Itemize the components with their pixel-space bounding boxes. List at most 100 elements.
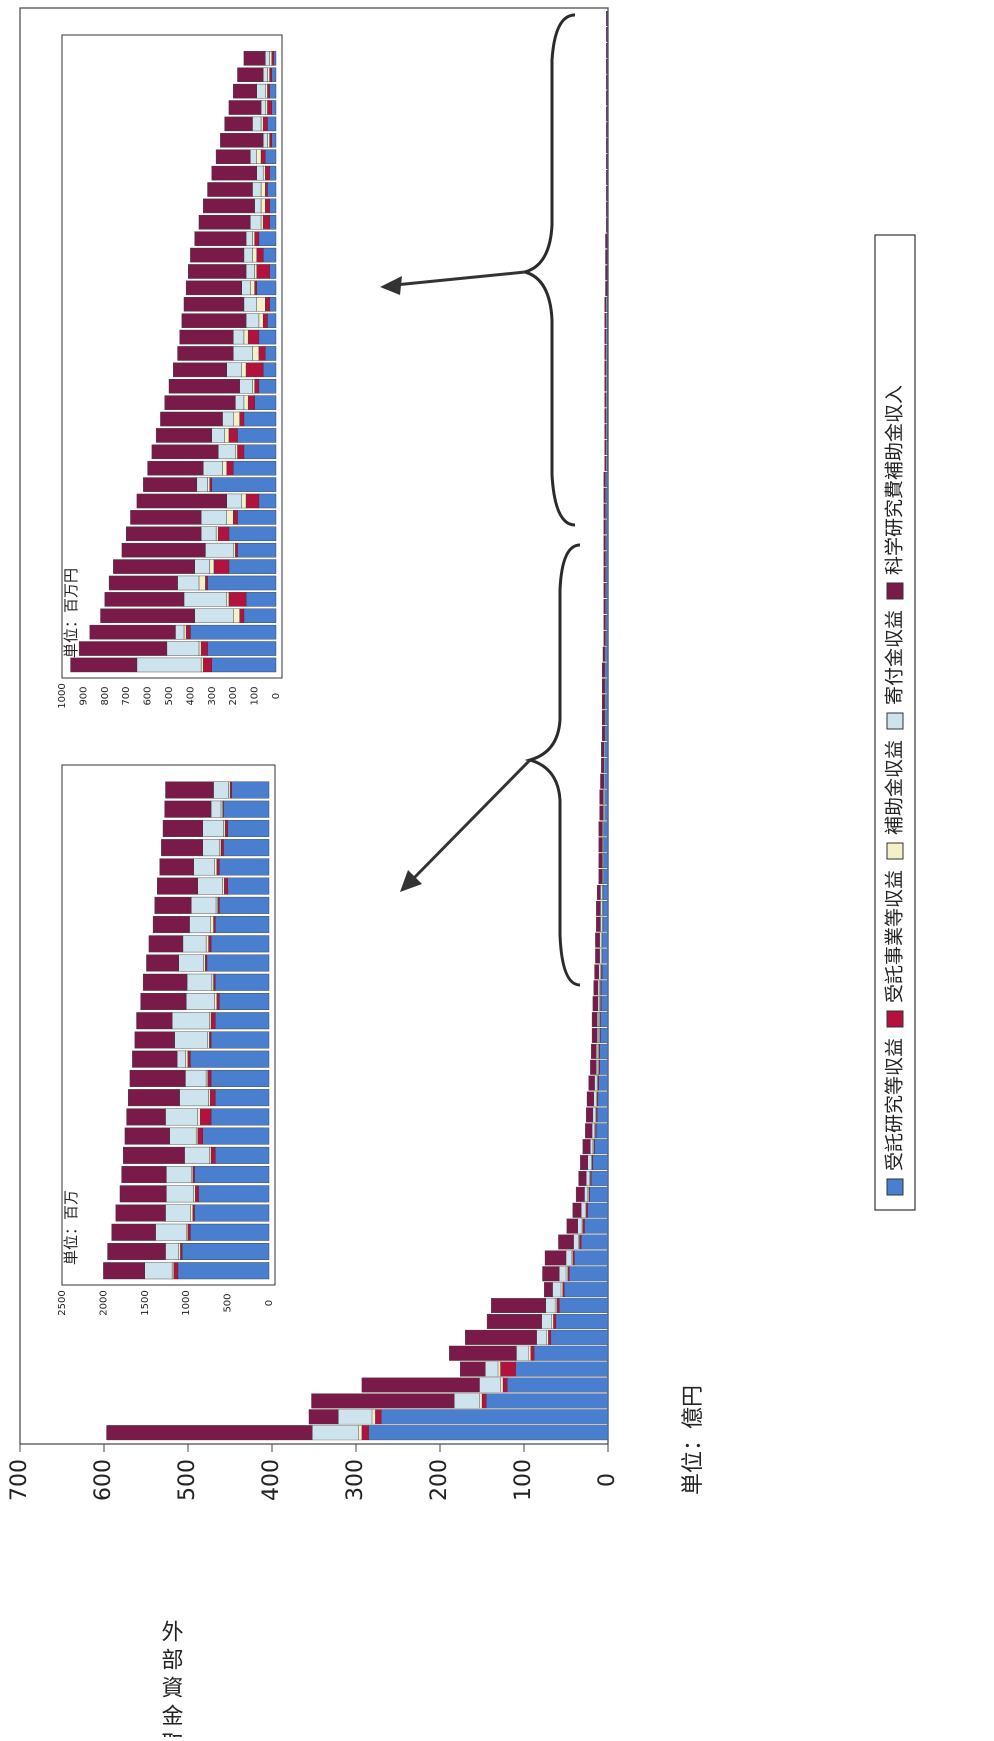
bar-segment [267, 67, 270, 82]
bar-segment [220, 800, 223, 818]
inset-tick-label: 700 [121, 686, 132, 705]
bar-segment [181, 1243, 270, 1260]
bar-segment [552, 1282, 562, 1298]
bar-segment [195, 1185, 199, 1203]
bar-segment [572, 1202, 582, 1218]
bar-segment [140, 993, 187, 1010]
bar-segment [601, 678, 605, 694]
bar-segment [606, 58, 608, 74]
bar-segment [197, 877, 223, 895]
bar-segment [265, 51, 270, 66]
bar-segment [214, 858, 218, 876]
legend-swatch [886, 842, 904, 860]
bar-segment [219, 993, 270, 1010]
bar-segment [100, 608, 195, 624]
bar-segment [606, 170, 608, 185]
bar-segment [358, 1425, 363, 1441]
bar-segment [465, 1329, 537, 1345]
bar-segment [243, 395, 249, 410]
bar-segment [113, 559, 195, 574]
bar-segment [594, 1075, 598, 1091]
bar-segment [219, 858, 270, 876]
inset-unit-label: 単位：百万円 [62, 568, 80, 658]
bar-segment [195, 1127, 198, 1145]
bar-segment [166, 1185, 194, 1203]
bar-segment [599, 948, 602, 964]
bar-segment [603, 487, 606, 503]
bar-segment [211, 973, 214, 991]
bar-segment [202, 839, 220, 857]
bar-segment [214, 973, 270, 991]
bar-segment [262, 133, 268, 148]
bar-segment [550, 1329, 609, 1345]
bar-segment [243, 608, 277, 624]
bar-segment [165, 1108, 198, 1126]
bar-segment [269, 297, 277, 312]
bar-segment [232, 542, 236, 558]
tick-label: 500 [175, 1459, 200, 1501]
bar-segment [121, 1166, 167, 1184]
bar-segment [224, 877, 228, 895]
bar-segment [206, 954, 270, 972]
bar-segment [602, 900, 609, 916]
bar-segment [533, 1345, 609, 1361]
bar-segment [258, 346, 266, 361]
bar-segment [213, 559, 230, 574]
plot-frame [19, 7, 609, 1445]
bar-segment [258, 378, 277, 394]
bar-segment [597, 980, 600, 996]
bar-segment [582, 1139, 591, 1155]
bar-segment [269, 198, 277, 214]
bar-segment [596, 1043, 599, 1059]
bar-segment [600, 1028, 609, 1043]
bar-segment [479, 1377, 501, 1393]
bar-segment [232, 411, 240, 427]
bar-segment [312, 1425, 359, 1441]
bar-segment [190, 896, 217, 914]
bar-segment [586, 1091, 594, 1107]
bar-segment [166, 641, 200, 656]
bar-segment [269, 51, 272, 66]
bar-segment [604, 408, 607, 424]
bar-segment [528, 1345, 531, 1361]
bar-segment [601, 932, 609, 948]
bar-segment [596, 1012, 599, 1028]
bar-segment [124, 1127, 170, 1145]
bar-segment [128, 1089, 180, 1107]
bar-segment [269, 165, 277, 181]
bar-segment [245, 592, 277, 607]
bar-segment [207, 575, 277, 591]
bar-segment [223, 800, 270, 818]
bar-segment [254, 395, 277, 410]
bar-segment [559, 1298, 609, 1314]
bar-segment [596, 916, 601, 932]
bar-segment [119, 1185, 167, 1203]
bar-segment [193, 858, 215, 876]
bar-segment [606, 471, 609, 487]
bar-segment [252, 346, 260, 361]
bar-segment [130, 510, 202, 525]
bar-segment [164, 800, 212, 818]
inset-tick-label: 900 [78, 686, 89, 705]
bar-segment [606, 74, 608, 90]
bar-segment [541, 1314, 552, 1329]
bar-segment [235, 444, 238, 460]
bar-segment [269, 133, 272, 148]
bar-segment [606, 154, 608, 170]
bar-segment [203, 198, 255, 214]
bar-segment [361, 1377, 480, 1393]
bar-segment [187, 1223, 191, 1241]
bar-segment [605, 646, 609, 662]
bar-segment [104, 592, 185, 607]
bar-segment [271, 100, 277, 115]
bar-segment [205, 935, 209, 953]
bar-segment [554, 1298, 557, 1314]
bar-segment [241, 280, 251, 296]
bar-segment [485, 1361, 499, 1377]
annotations [380, 13, 581, 987]
bar-segment [245, 313, 260, 328]
bar-segment [215, 526, 219, 542]
bar-segment [224, 428, 230, 443]
